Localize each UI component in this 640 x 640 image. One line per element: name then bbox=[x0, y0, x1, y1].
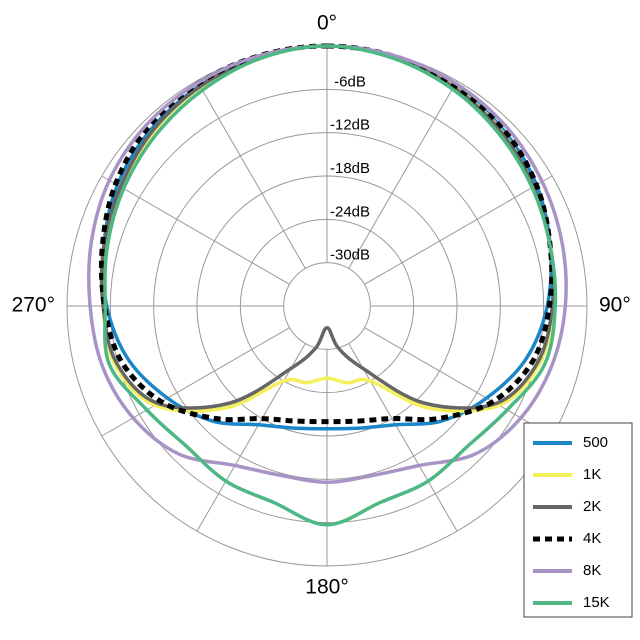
grid-ring bbox=[153, 132, 501, 480]
theta-tick-label: 180° bbox=[305, 576, 348, 599]
legend-label: 15K bbox=[583, 594, 610, 611]
legend-label: 8K bbox=[583, 562, 601, 579]
legend-label: 2K bbox=[583, 498, 601, 515]
grid-ring bbox=[239, 218, 415, 394]
grid-ring bbox=[196, 175, 458, 437]
legend-box bbox=[523, 422, 633, 618]
r-tick-label: -12dB bbox=[330, 117, 370, 134]
response-curve bbox=[98, 43, 555, 425]
spoke bbox=[196, 343, 306, 532]
legend-label: 500 bbox=[583, 434, 608, 451]
r-tick-label: -6dB bbox=[334, 73, 366, 90]
legend-label: 4K bbox=[583, 530, 601, 547]
r-tick-label: -24dB bbox=[330, 203, 370, 220]
response-curve bbox=[87, 44, 568, 484]
theta-tick-label: 270° bbox=[12, 294, 55, 317]
spoke bbox=[101, 175, 290, 285]
response-curve bbox=[103, 44, 558, 527]
spoke bbox=[364, 175, 553, 285]
theta-tick-label: 90° bbox=[599, 294, 631, 317]
spoke bbox=[196, 80, 306, 269]
spoke bbox=[348, 80, 458, 269]
r-tick-label: -30dB bbox=[330, 247, 370, 264]
legend: 500 1K 2K 4K 8K 15K bbox=[523, 422, 633, 618]
spoke bbox=[348, 343, 458, 532]
r-tick-label: -18dB bbox=[330, 160, 370, 177]
legend-label: 1K bbox=[583, 466, 601, 483]
grid-ring bbox=[109, 88, 545, 524]
theta-tick-label: 0° bbox=[317, 12, 337, 35]
grid-ring bbox=[283, 262, 371, 350]
